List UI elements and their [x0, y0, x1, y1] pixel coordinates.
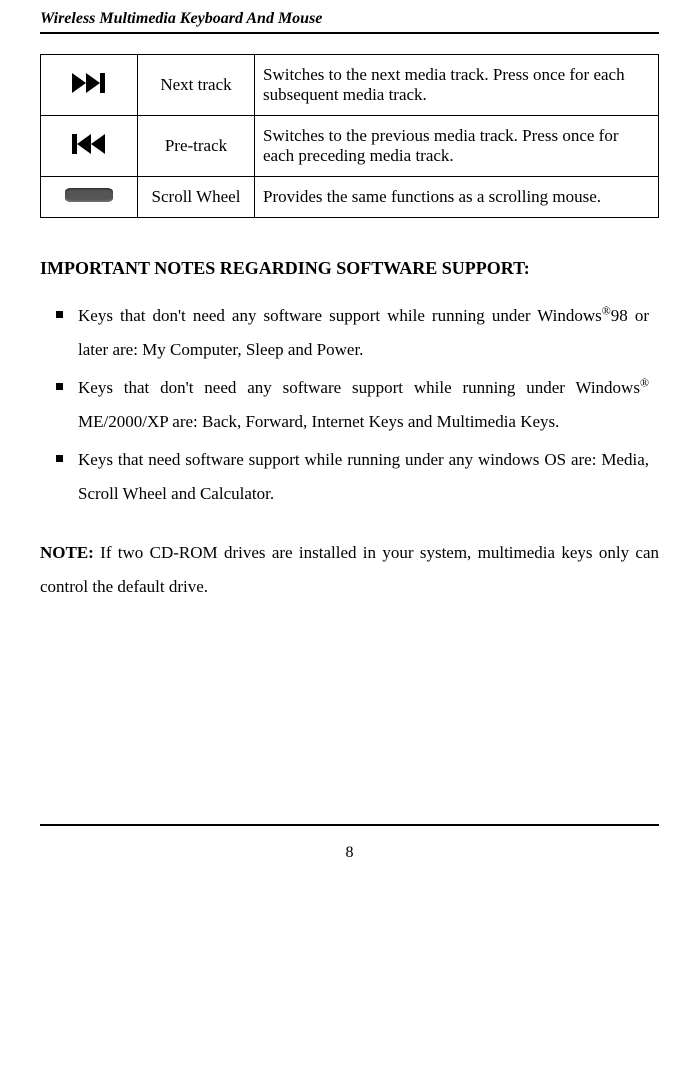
cell-icon — [41, 55, 138, 116]
bullet-pre: Keys that don't need any software suppor… — [78, 306, 602, 325]
bullet-pre: Keys that don't need any software suppor… — [78, 378, 640, 397]
page-footer: 8 — [40, 824, 659, 862]
key-functions-table: Next track Switches to the next media tr… — [40, 54, 659, 218]
scroll-wheel-icon — [65, 188, 113, 202]
registered-mark: ® — [640, 375, 649, 389]
pre-track-icon — [72, 134, 106, 159]
page-number: 8 — [346, 844, 354, 861]
table-row: Next track Switches to the next media tr… — [41, 55, 659, 116]
section-heading-text: IMPORTANT NOTES REGARDING SOFTWARE SUPPO… — [40, 258, 524, 278]
table-row: Scroll Wheel Provides the same functions… — [41, 177, 659, 218]
cell-description: Provides the same functions as a scrolli… — [255, 177, 659, 218]
cell-label: Scroll Wheel — [138, 177, 255, 218]
cell-description: Switches to the next media track. Press … — [255, 55, 659, 116]
next-track-icon — [72, 73, 106, 98]
bullet-post: ME/2000/XP are: Back, Forward, Internet … — [78, 412, 559, 431]
bullet-pre: Keys that need software support while ru… — [78, 450, 649, 503]
list-item: Keys that need software support while ru… — [78, 443, 649, 511]
notes-list: Keys that don't need any software suppor… — [40, 299, 659, 511]
cell-label: Pre-track — [138, 116, 255, 177]
note-paragraph: NOTE: If two CD-ROM drives are installed… — [40, 536, 659, 604]
header-title: Wireless Multimedia Keyboard And Mouse — [40, 10, 322, 27]
section-heading-colon: : — [524, 258, 530, 278]
page-header: Wireless Multimedia Keyboard And Mouse — [40, 0, 659, 34]
note-label: NOTE: — [40, 543, 94, 562]
cell-label: Next track — [138, 55, 255, 116]
registered-mark: ® — [602, 303, 611, 317]
cell-description: Switches to the previous media track. Pr… — [255, 116, 659, 177]
cell-icon — [41, 177, 138, 218]
note-text: If two CD-ROM drives are installed in yo… — [40, 543, 659, 596]
list-item: Keys that don't need any software suppor… — [78, 299, 649, 367]
section-heading: IMPORTANT NOTES REGARDING SOFTWARE SUPPO… — [40, 258, 659, 279]
list-item: Keys that don't need any software suppor… — [78, 371, 649, 439]
cell-icon — [41, 116, 138, 177]
table-row: Pre-track Switches to the previous media… — [41, 116, 659, 177]
